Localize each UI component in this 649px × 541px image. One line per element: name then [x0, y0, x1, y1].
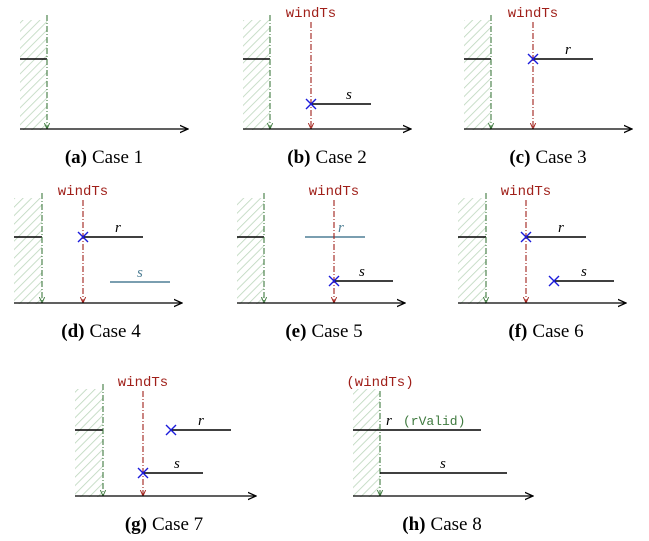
label-r: r — [565, 42, 571, 58]
cross-marker-icon — [77, 231, 89, 243]
caption-name: Case 7 — [152, 514, 203, 535]
caption-case-2: (b) Case 2 — [287, 147, 366, 168]
label-s: s — [581, 264, 587, 280]
panel-case-8: (windTs) r (rValid) s (h) Case 8 — [346, 375, 533, 535]
caption-case-1: (a) Case 1 — [65, 147, 143, 168]
watermark-label: windTs — [309, 184, 359, 200]
label-r: r — [115, 220, 121, 236]
label-r: r — [338, 220, 344, 236]
panel-case-1: (a) Case 1 — [20, 15, 188, 168]
panel-case-5: windTs r s (e) Case 5 — [237, 184, 405, 342]
hatched-region — [353, 389, 380, 497]
caption-case-7: (g) Case 7 — [125, 514, 203, 535]
panel-case-7: windTs r s (g) Case 7 — [75, 375, 256, 535]
panel-case-4: windTs r s (d) Case 4 — [14, 184, 182, 342]
label-s: s — [346, 87, 352, 103]
label-s: s — [137, 265, 143, 281]
caption-name: Case 5 — [311, 321, 362, 342]
caption-case-8: (h) Case 8 — [402, 514, 481, 535]
watermark-label: windTs — [118, 375, 168, 391]
caption-case-3: (c) Case 3 — [509, 147, 586, 168]
cross-marker-icon — [165, 424, 177, 436]
caption-letter: (a) — [65, 147, 87, 168]
panel-case-3: windTs r (c) Case 3 — [464, 6, 632, 168]
caption-name: Case 8 — [431, 514, 482, 535]
caption-name: Case 6 — [532, 321, 583, 342]
caption-letter: (h) — [402, 514, 425, 535]
watermark-label: windTs — [58, 184, 108, 200]
hatched-region — [14, 198, 42, 304]
label-s: s — [174, 456, 180, 472]
caption-case-5: (e) Case 5 — [285, 321, 362, 342]
cross-marker-icon — [520, 231, 532, 243]
label-s: s — [440, 456, 446, 472]
cross-marker-icon — [305, 98, 317, 110]
watermark-label: (windTs) — [346, 375, 413, 391]
watermark-label: windTs — [508, 6, 558, 22]
watermark-label: windTs — [501, 184, 551, 200]
panel-case-2: windTs s (b) Case 2 — [243, 6, 411, 168]
caption-name: Case 4 — [90, 321, 142, 342]
caption-letter: (b) — [287, 147, 310, 168]
caption-letter: (e) — [285, 321, 306, 342]
caption-letter: (g) — [125, 514, 147, 535]
watermark-label: windTs — [286, 6, 336, 22]
panel-case-6: windTs r s (f) Case 6 — [458, 184, 626, 342]
hatched-region — [237, 198, 264, 304]
caption-letter: (f) — [508, 321, 527, 342]
cross-marker-icon — [548, 275, 560, 287]
hatched-region — [464, 20, 491, 130]
cross-marker-icon — [527, 53, 539, 65]
valid-note: (rValid) — [403, 414, 465, 429]
caption-case-4: (d) Case 4 — [61, 321, 141, 342]
label-r: r — [198, 413, 204, 429]
cross-marker-icon — [328, 275, 340, 287]
caption-name: Case 1 — [92, 147, 143, 168]
caption-letter: (c) — [509, 147, 530, 168]
label-r: r — [386, 413, 392, 429]
caption-case-6: (f) Case 6 — [508, 321, 583, 342]
label-r: r — [558, 220, 564, 236]
hatched-region — [458, 198, 486, 304]
hatched-region — [75, 389, 103, 497]
hatched-region — [243, 20, 270, 130]
caption-letter: (d) — [61, 321, 84, 342]
label-s: s — [359, 264, 365, 280]
caption-name: Case 3 — [535, 147, 586, 168]
cross-marker-icon — [137, 467, 149, 479]
caption-name: Case 2 — [316, 147, 367, 168]
hatched-region — [20, 20, 47, 130]
